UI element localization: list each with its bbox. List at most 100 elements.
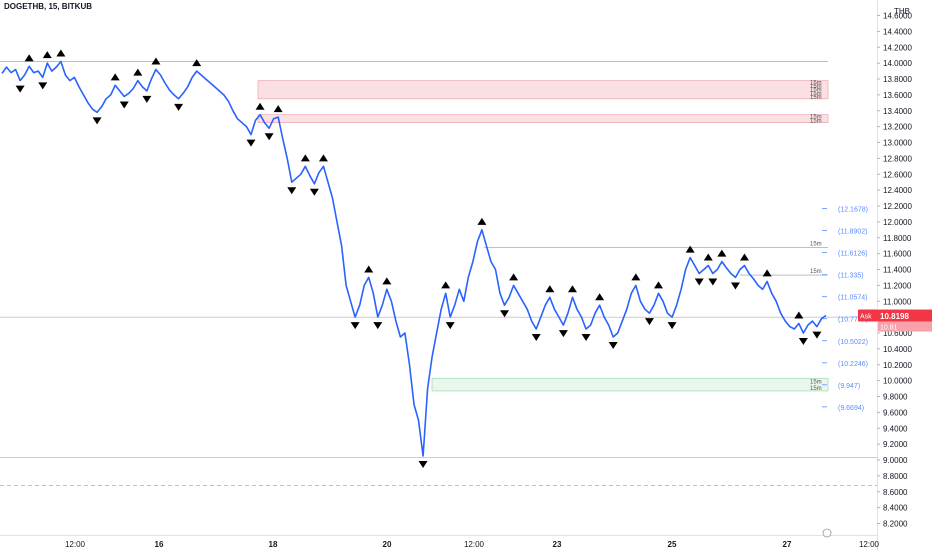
chart-title: DOGETHB, 15, BITKUB	[4, 2, 93, 11]
y-tick-label: 9.2000	[883, 440, 908, 449]
zone-tf-label: 15m	[810, 84, 822, 90]
pivot-high-marker	[703, 253, 713, 261]
zone-tf-label: 15m	[810, 119, 822, 125]
x-tick-label: 12:00	[859, 540, 880, 549]
y-tick-label: 12.4000	[883, 186, 912, 195]
pivot-high-marker	[382, 277, 392, 285]
level-label: (9.947)	[838, 383, 860, 390]
pivot-high-marker	[192, 59, 202, 67]
zone-tf-label: 15m	[810, 379, 822, 385]
pivot-high-marker	[717, 249, 727, 257]
pivot-high-marker	[509, 273, 519, 281]
level-label: (12.1678)	[838, 207, 868, 214]
y-tick-label: 11.6000	[883, 250, 912, 259]
x-tick-label: 27	[783, 540, 792, 549]
pivot-high-marker	[685, 245, 695, 253]
pivot-high-marker	[318, 154, 328, 162]
pivot-low-marker	[730, 282, 740, 290]
y-tick-label: 13.8000	[883, 75, 912, 84]
pivot-low-marker	[531, 334, 541, 342]
level-label: (11.0574)	[838, 295, 867, 302]
y-tick-label: 11.8000	[883, 234, 912, 243]
pivot-high-marker	[631, 273, 641, 281]
pivot-low-marker	[708, 278, 718, 286]
x-tick-label: 20	[383, 540, 392, 549]
level-label: (10.7798)	[838, 317, 868, 324]
level-label: (10.5022)	[838, 339, 868, 346]
zone-tf-label: 15m	[810, 386, 822, 392]
pivot-high-marker	[595, 293, 605, 301]
y-tick-label: 12.0000	[883, 218, 912, 227]
pivot-low-marker	[373, 322, 383, 330]
pivot-high-marker	[567, 285, 577, 293]
pivot-high-marker	[255, 102, 265, 110]
y-tick-label: 13.0000	[883, 139, 912, 148]
pivot-low-marker	[142, 95, 152, 103]
pivot-low-marker	[644, 318, 654, 326]
zone-green	[431, 377, 829, 392]
pivot-low-marker	[581, 334, 591, 342]
pivot-high-marker	[441, 281, 451, 289]
zone-tf-label: 15m	[810, 80, 822, 86]
pivot-low-marker	[174, 103, 184, 111]
pivot-low-marker	[350, 322, 360, 330]
currency-label: THB	[894, 7, 910, 16]
pivot-low-marker	[608, 341, 618, 349]
pivot-low-marker	[445, 322, 455, 330]
pivot-high-marker	[273, 105, 283, 113]
level-label: (11.335)	[838, 273, 864, 280]
pivot-low-marker	[694, 278, 704, 286]
pivot-low-marker	[264, 133, 274, 141]
pivot-low-marker	[812, 331, 822, 339]
x-tick-label: 12:00	[65, 540, 86, 549]
pivot-low-marker	[15, 85, 25, 93]
y-tick-label: 10.0000	[883, 377, 912, 386]
y-tick-label: 12.8000	[883, 154, 912, 163]
zone-tf-label: 15m	[810, 115, 822, 121]
y-tick-label: 14.0000	[883, 59, 912, 68]
y-tick-label: 11.2000	[883, 281, 912, 290]
y-tick-label: 14.2000	[883, 43, 912, 52]
level-label: (11.6126)	[838, 251, 867, 258]
pivot-high-marker	[56, 49, 66, 57]
pivot-high-marker	[653, 281, 663, 289]
x-tick-label: 16	[155, 540, 164, 549]
x-tick-label: 23	[553, 540, 562, 549]
pivot-low-marker	[798, 338, 808, 345]
y-tick-label: 13.6000	[883, 91, 912, 100]
zone-tf-label: 15m	[810, 95, 822, 101]
y-tick-label: 8.6000	[883, 488, 908, 497]
scroll-to-realtime-button[interactable]	[822, 528, 832, 538]
pivot-high-marker	[151, 57, 161, 65]
y-tick-label: 10.4000	[883, 345, 912, 354]
y-tick-label: 11.0000	[883, 297, 912, 306]
ref-tf-label: 15m	[810, 269, 822, 275]
y-tick-label: 14.4000	[883, 27, 912, 36]
x-tick-label: 12:00	[464, 540, 485, 549]
pivot-high-marker	[762, 269, 772, 277]
x-tick-label: 25	[668, 540, 677, 549]
y-tick-label: 13.2000	[883, 123, 912, 132]
pivot-high-marker	[300, 154, 310, 162]
pivot-high-marker	[477, 217, 487, 225]
y-tick-label: 8.8000	[883, 472, 908, 481]
pivot-high-marker	[794, 311, 804, 319]
ask-price-label: 10.8198	[880, 312, 909, 321]
pivot-high-marker	[110, 73, 120, 81]
y-tick-label: 11.4000	[883, 266, 912, 275]
pivot-low-marker	[38, 82, 48, 90]
level-label: (9.6694)	[838, 405, 864, 412]
last-price-label: 10.81	[880, 325, 898, 332]
pivot-low-marker	[667, 322, 677, 330]
pivot-high-marker	[133, 68, 143, 76]
y-tick-label: 8.2000	[883, 520, 908, 529]
y-tick-label: 9.0000	[883, 456, 908, 465]
pivot-high-marker	[364, 265, 374, 273]
pivot-low-marker	[418, 461, 428, 469]
y-tick-label: 13.4000	[883, 107, 912, 116]
ask-label: Ask	[860, 314, 872, 321]
pivot-low-marker	[287, 187, 297, 195]
zone-red	[257, 114, 829, 123]
